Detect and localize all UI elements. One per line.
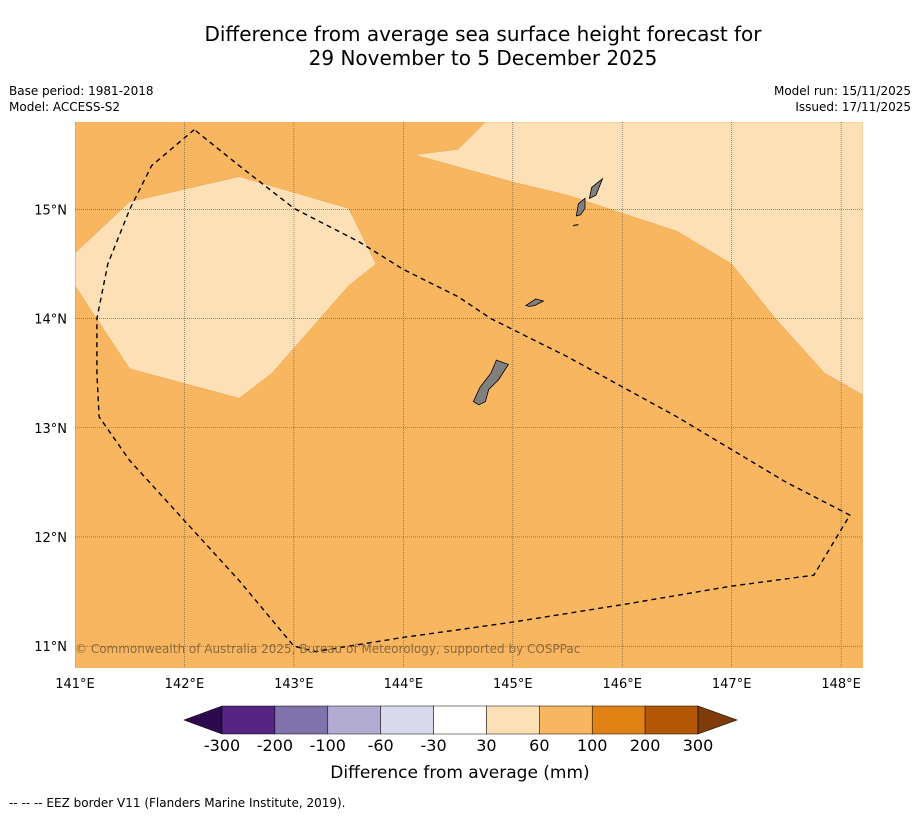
copyright-text: © Commonwealth of Australia 2025, Bureau… [75,642,580,656]
island-guam [472,359,510,406]
x-tick-label: 148°E [821,677,861,692]
colorbar-box [486,705,540,735]
colorbar-box [591,705,646,735]
colorbar-tick-label: 300 [683,736,714,755]
x-tick-label: 141°E [55,677,95,692]
colorbar-title: Difference from average (mm) [330,763,589,783]
colorbar-extend-low [183,705,223,735]
colorbar-tick-label: 60 [529,736,549,755]
colorbar-tick-label: 100 [577,736,608,755]
x-tick-label: 144°E [384,677,424,692]
colorbar-legend: -300 -200 -100 -60 -30 30 60 100 200 300 Differenc… [183,705,738,783]
colorbar-tick-label: -200 [257,736,293,755]
eez-footnote: -- -- -- EEZ border V11 (Flanders Marine… [9,796,346,810]
colorbar-box [380,705,434,735]
colorbar-box [433,705,487,735]
west-30-60-region [75,176,377,399]
x-tick-label: 146°E [602,677,642,692]
colorbar-box [221,705,276,735]
colorbar-tick-label: 200 [630,736,661,755]
meta-right: Model run: 15/11/2025 Issued: 17/11/2025 [774,83,911,115]
island-saipan [588,177,604,200]
colorbar-tick-label: -300 [204,736,240,755]
x-tick-label: 142°E [165,677,205,692]
chart-title: Difference from average sea surface heig… [0,22,919,70]
map-area: © Commonwealth of Australia 2025, Bureau… [75,122,863,668]
x-tick-label: 143°E [274,677,314,692]
y-tick-label: 11°N [34,640,67,655]
x-tick-label: 145°E [493,677,533,692]
x-tick-label: 147°E [712,677,752,692]
colorbar-box [274,705,329,735]
title-line-2: 29 November to 5 December 2025 [308,46,658,70]
island-rota [524,298,545,307]
colorbar-tick-label: 30 [476,736,496,755]
base-period: Base period: 1981-2018 [9,84,154,98]
model-run: Model run: 15/11/2025 [773,84,911,98]
colorbar-tick-label: -100 [310,736,346,755]
model-name: Model: ACCESS-S2 [9,100,121,114]
y-tick-label: 13°N [34,422,67,437]
northeast-30-60-region [414,122,863,396]
colorbar-tick-label: -60 [368,736,394,755]
island-tinian [575,197,586,217]
colorbar-tick-label: -30 [420,736,446,755]
issued-date: Issued: 17/11/2025 [795,100,911,114]
title-line-1: Difference from average sea surface heig… [204,22,762,46]
colorbar-box [644,705,699,735]
eez-border-line [96,129,851,653]
colorbar-box [539,705,593,735]
meta-left: Base period: 1981-2018 Model: ACCESS-S2 [9,83,154,115]
colorbar-extend-high [697,705,738,735]
colorbar-box [327,705,381,735]
y-tick-label: 12°N [34,531,67,546]
y-tick-label: 15°N [34,203,67,218]
island-aguijan [572,223,579,227]
y-tick-label: 14°N [34,313,67,328]
